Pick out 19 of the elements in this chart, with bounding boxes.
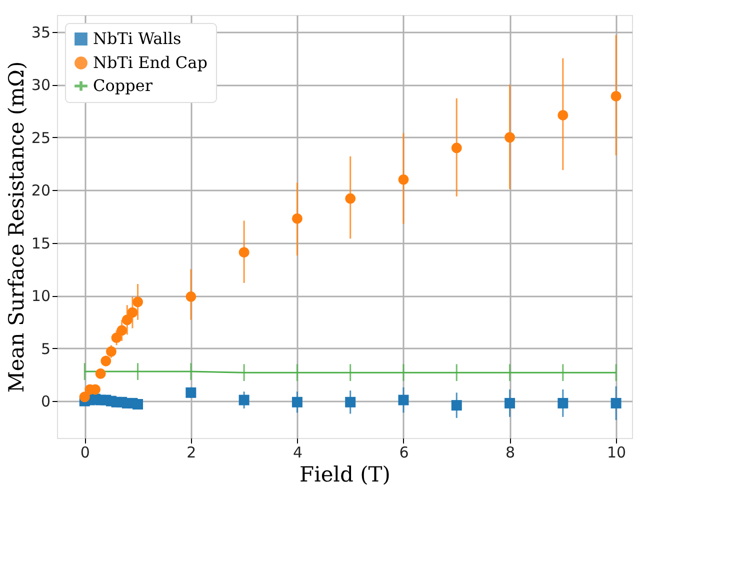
y-tick-label: 35 [31,23,50,42]
legend-label: Copper [93,76,153,95]
y-axis-title: Mean Surface Resistance (mΩ) [4,61,28,393]
legend-label: NbTi Walls [93,29,182,48]
y-tick-label: 20 [31,182,50,200]
x-tick-label: 4 [292,444,302,462]
x-tick-label: 0 [80,444,90,462]
y-tick-label: 25 [31,128,50,147]
y-tick-label: 15 [31,234,50,252]
x-tick-label: 10 [607,444,626,462]
x-tick-label: 8 [506,444,516,462]
x-tick-label: 6 [399,444,409,462]
legend-label: NbTi End Cap [93,53,208,72]
y-tick-label: 0 [40,392,50,411]
y-tick-label: 5 [40,340,50,358]
x-axis-title: Field (T) [300,462,390,486]
y-tick-label: 30 [31,76,50,94]
y-tick-label: 10 [31,287,50,306]
x-tick-label: 2 [186,444,196,462]
